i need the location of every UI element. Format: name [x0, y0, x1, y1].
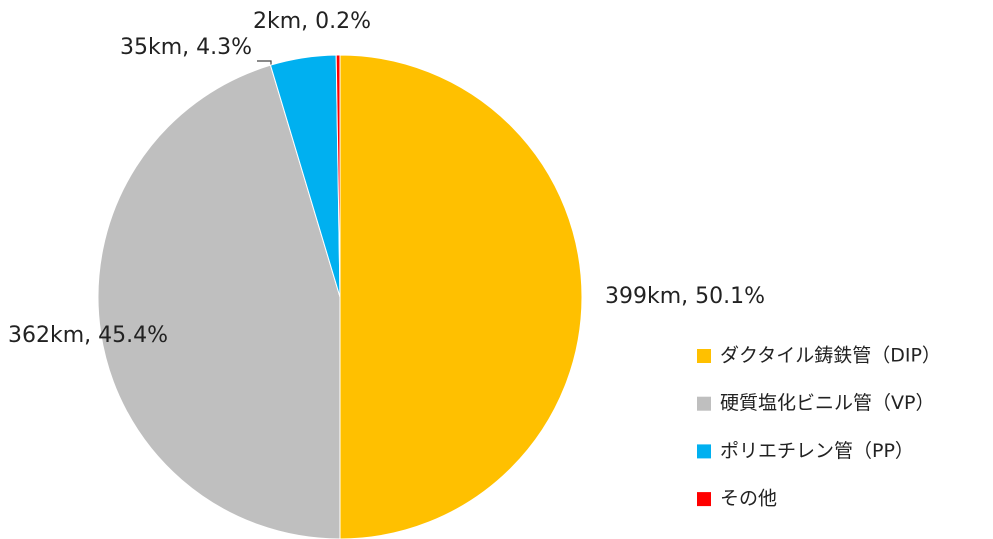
legend-label: 硬質塩化ビニル管（VP）: [720, 392, 934, 414]
pie-slice: [335, 54, 341, 298]
legend-swatch: [697, 349, 711, 363]
data-label: 362km, 45.4%: [8, 323, 168, 348]
data-label: 2km, 0.2%: [253, 9, 371, 34]
data-label: 399km, 50.1%: [605, 284, 765, 309]
legend-label: ポリエチレン管（PP）: [720, 440, 914, 462]
legend-label: ダクタイル鋳鉄管（DIP）: [720, 344, 941, 367]
legend-swatch: [697, 492, 711, 507]
legend-label: その他: [720, 488, 777, 510]
legend-swatch: [697, 444, 711, 459]
pie-slice: [97, 64, 341, 539]
legend-swatch: [697, 396, 711, 411]
data-label: 35km, 4.3%: [120, 35, 252, 60]
pie-slice: [339, 54, 583, 539]
